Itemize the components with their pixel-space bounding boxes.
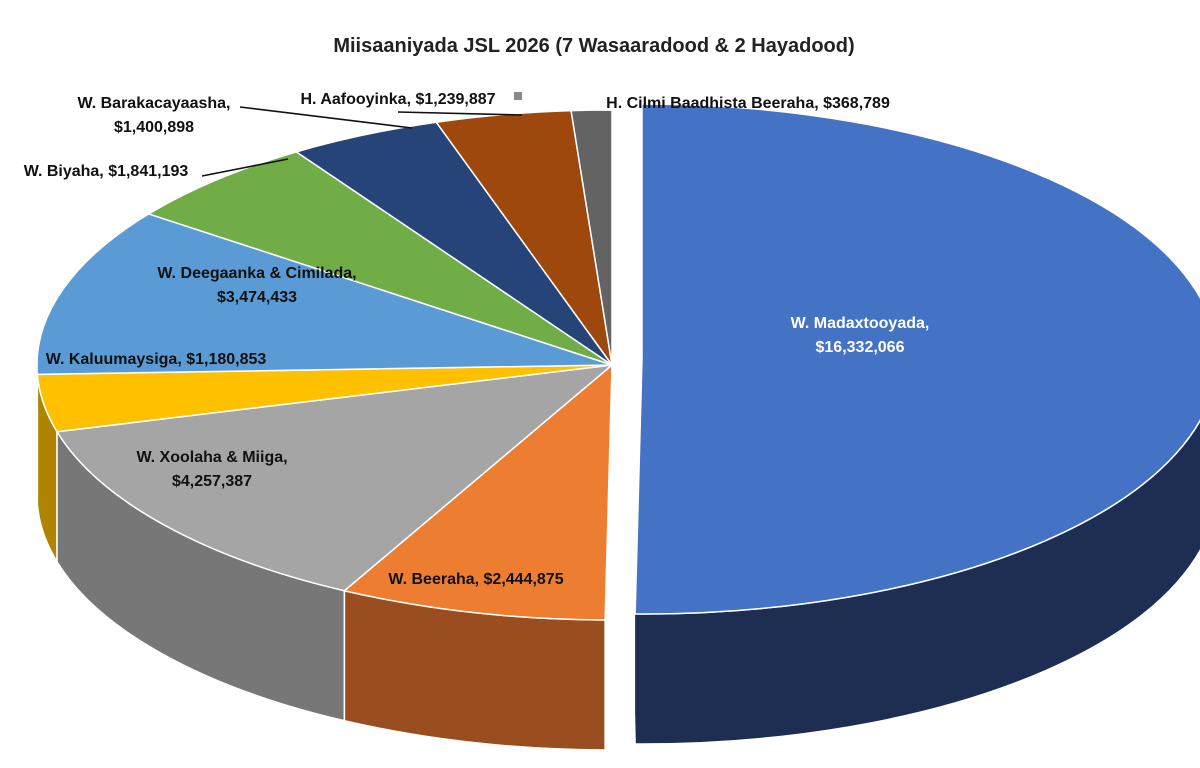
chart-title: Miisaaniyada JSL 2026 (7 Wasaaradood & 2… <box>333 35 854 57</box>
data-label-line-2: $16,332,066 <box>816 339 905 356</box>
leader-line-w-biyaha <box>201 158 289 177</box>
pie-slice-w-biyaha <box>147 151 613 366</box>
data-label-line-1: W. Biyaha, $1,841,193 <box>24 163 189 180</box>
pie-slice-w-madaxtooyada <box>634 103 1200 615</box>
data-labels: W. Madaxtooyada, $16,332,066 W. Beeraha, $… <box>24 91 930 588</box>
data-label-w-xoolaha-and-miiga: W. Xoolaha & Miiga, $4,257,387 <box>136 449 287 490</box>
data-label-line-1: W. Barakacayaasha, <box>78 95 231 112</box>
pie-slice-w-xoolaha-and-miiga <box>55 363 615 592</box>
data-label-line-1: W. Madaxtooyada, <box>791 315 930 332</box>
data-label-line-1: W. Beeraha, $2,444,875 <box>388 571 563 588</box>
pie-slice-w-deegaanka-and-cimilada <box>36 213 613 376</box>
data-label-line-1: H. Aafooyinka, $1,239,887 <box>300 91 495 108</box>
data-label-w-biyaha: W. Biyaha, $1,841,193 <box>24 163 189 180</box>
data-label-h-aafooyinka: H. Aafooyinka, $1,239,887 <box>300 91 495 108</box>
data-label-w-barakacayaasha: W. Barakacayaasha, $1,400,898 <box>78 95 231 136</box>
pie-slice-w-beeraha <box>342 363 613 621</box>
data-label-line-2: $1,400,898 <box>114 119 194 136</box>
data-label-w-kaluumaysiga: W. Kaluumaysiga, $1,180,853 <box>46 351 267 368</box>
data-label-line-1: W. Kaluumaysiga, $1,180,853 <box>46 351 267 368</box>
data-label-w-madaxtooyada: W. Madaxtooyada, $16,332,066 <box>791 315 930 356</box>
data-label-line-1: H. Cilmi Baadhista Beeraha, $368,789 <box>606 95 890 112</box>
label-marker-square <box>514 92 522 100</box>
leader-lines <box>201 106 523 177</box>
data-label-line-2: $4,257,387 <box>172 473 252 490</box>
pie-tops <box>36 103 1200 621</box>
data-label-w-beeraha: W. Beeraha, $2,444,875 <box>388 571 563 588</box>
pie-slice-h-cilmi-baadhista-beeraha <box>570 109 613 366</box>
data-label-w-deegaanka-and-cimilada: W. Deegaanka & Cimilada, $3,474,433 <box>157 265 356 306</box>
data-label-h-cilmi-baadhista-beeraha: H. Cilmi Baadhista Beeraha, $368,789 <box>606 95 890 112</box>
data-label-line-1: W. Deegaanka & Cimilada, <box>157 265 356 282</box>
leader-line-h-aafooyinka <box>397 111 523 116</box>
data-label-line-1: W. Xoolaha & Miiga, <box>136 449 287 466</box>
leader-line-w-barakacayaasha <box>239 106 413 129</box>
data-label-line-2: $3,474,433 <box>217 289 297 306</box>
